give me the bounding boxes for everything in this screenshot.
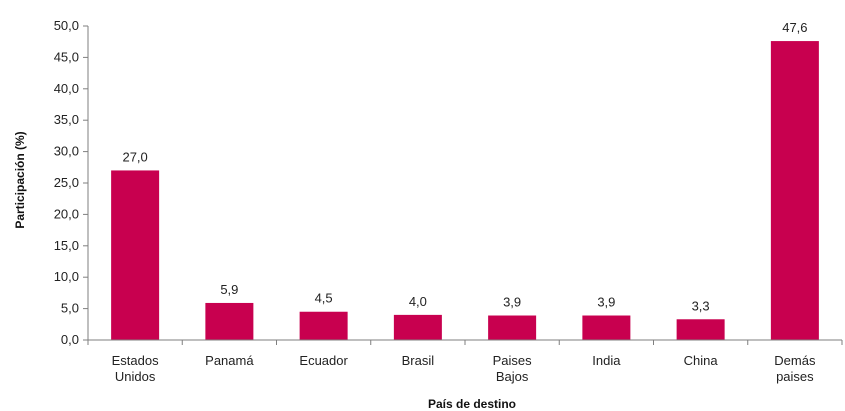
y-tick-label: 10,0: [54, 269, 79, 284]
bar: [111, 170, 160, 340]
data-labels: 27,0 5,9 4,5 4,0 3,9 3,9 3,3 47,6: [122, 20, 807, 313]
category-label: Panamá: [205, 353, 254, 368]
category-label: Estados Unidos: [112, 353, 159, 384]
bar: [299, 311, 348, 340]
bars: [111, 41, 819, 341]
data-label: 27,0: [122, 149, 147, 164]
category-label: Brasil: [402, 353, 435, 368]
y-tick-label: 45,0: [54, 49, 79, 64]
bar: [770, 41, 819, 341]
y-tick-label: 50,0: [54, 18, 79, 33]
data-label: 3,9: [503, 295, 521, 310]
category-label: India: [592, 353, 621, 368]
category-label: Demás paises: [774, 353, 816, 384]
data-label: 4,0: [409, 294, 427, 309]
y-tick-label: 30,0: [54, 144, 79, 159]
category-label: Ecuador: [299, 353, 348, 368]
y-tick-label: 20,0: [54, 206, 79, 221]
y-tick-label: 0,0: [61, 332, 79, 347]
y-tick-label: 25,0: [54, 175, 79, 190]
bar: [488, 315, 537, 340]
y-tick-label: 40,0: [54, 81, 79, 96]
bar: [393, 314, 442, 340]
data-label: 5,9: [220, 282, 238, 297]
category-label: China: [684, 353, 719, 368]
category-label: Paises Bajos: [493, 353, 533, 384]
y-axis: 0,0 5,0 10,0 15,0 20,0 25,0 30,0 35,0 40,0 45,0 50…: [54, 18, 89, 347]
data-label: 47,6: [782, 20, 807, 35]
data-label: 3,9: [597, 295, 615, 310]
bar: [676, 319, 725, 340]
x-axis: Estados Unidos Panamá Ecuador Brasil Paises Ba…: [87, 339, 843, 384]
y-axis-title: Participación (%): [13, 131, 27, 228]
data-label: 3,3: [692, 298, 710, 313]
bar: [205, 302, 254, 340]
y-tick-label: 5,0: [61, 301, 79, 316]
bar: [582, 315, 631, 340]
y-tick-label: 35,0: [54, 112, 79, 127]
y-tick-label: 15,0: [54, 238, 79, 253]
x-axis-title: País de destino: [428, 397, 516, 411]
data-label: 4,5: [315, 291, 333, 306]
